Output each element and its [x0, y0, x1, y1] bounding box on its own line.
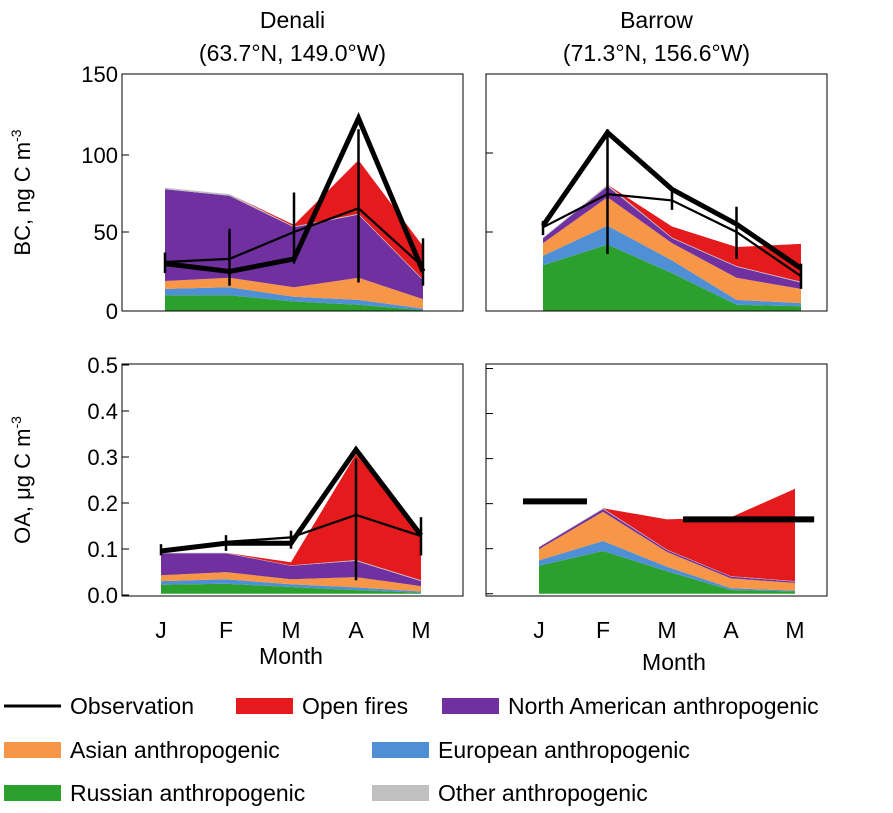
observation-line-thick — [540, 128, 803, 271]
x-axis-label: Month — [642, 649, 706, 675]
legend-label: Observation — [70, 693, 194, 719]
y-tick-label: 0.2 — [87, 491, 118, 516]
y-tick-label: 100 — [81, 143, 118, 168]
y-tick-label: 0 — [106, 299, 118, 324]
area-russian-anthropogenic — [539, 551, 795, 594]
y-tick-label: 0.1 — [87, 537, 118, 562]
area-russian-anthropogenic — [161, 583, 421, 594]
legend-label: Russian anthropogenic — [70, 780, 305, 806]
panel-subtitle: (71.3°N, 156.6°W) — [563, 40, 750, 66]
x-tick-label: J — [533, 617, 545, 643]
area-asian-anthropogenic — [161, 572, 421, 592]
legend-swatch — [236, 698, 293, 714]
x-tick-label: M — [281, 617, 300, 643]
area-open-fires — [539, 488, 795, 582]
legend-label: Open fires — [302, 693, 408, 719]
x-tick-label: M — [411, 617, 430, 643]
x-tick-label: M — [785, 617, 804, 643]
bc-denali-panel: 0 50 100 150 Denali (63.7°N, 149.0°W) BC, ng C… — [8, 7, 464, 324]
x-tick-label: A — [348, 617, 364, 643]
y-tick-label: 0.3 — [87, 445, 118, 470]
legend-swatch — [372, 742, 429, 758]
y-tick-label: 0.5 — [87, 353, 118, 378]
y-tick-label: 50 — [94, 220, 118, 245]
legend-swatch — [372, 785, 429, 801]
panel-title: Barrow — [620, 7, 693, 33]
x-tick-label: F — [219, 617, 233, 643]
panel-subtitle: (63.7°N, 149.0°W) — [199, 40, 386, 66]
area-european-anthropogenic — [165, 287, 423, 311]
legend-label: North American anthropogenic — [508, 693, 819, 719]
legend-swatch — [4, 785, 61, 801]
area-russian-anthropogenic — [165, 295, 423, 311]
oa-barrow-panel: J F M A M Month — [485, 363, 828, 675]
y-axis-label: BC, ng C m-3 — [8, 129, 35, 255]
axes-frame — [485, 73, 828, 312]
legend-label: Asian anthropogenic — [70, 737, 280, 763]
legend: Observation Open fires North American anth… — [4, 693, 819, 806]
y-tick-label: 150 — [81, 62, 118, 87]
area-european-anthropogenic — [161, 579, 421, 593]
y-tick-label: 0.0 — [87, 583, 118, 608]
area-asian-anthropogenic — [539, 511, 795, 591]
area-north-american-anthropogenic — [543, 186, 801, 289]
area-european-anthropogenic — [543, 225, 801, 307]
axes-frame — [121, 73, 464, 312]
legend-swatch — [4, 742, 61, 758]
y-tick-label: 0.4 — [87, 399, 118, 424]
axes-frame — [121, 363, 464, 597]
panel-title: Denali — [260, 7, 325, 33]
x-axis-label: Month — [259, 643, 323, 669]
x-tick-label: M — [657, 617, 676, 643]
x-tick-label: J — [155, 617, 167, 643]
legend-swatch — [442, 698, 499, 714]
axes-frame — [485, 363, 828, 597]
x-tick-label: A — [723, 617, 739, 643]
x-tick-label: F — [596, 617, 610, 643]
legend-label: European anthropogenic — [438, 737, 690, 763]
area-russian-anthropogenic — [543, 244, 801, 311]
y-axis-label: OA, μg C m-3 — [8, 416, 35, 544]
bc-barrow-panel: Barrow (71.3°N, 156.6°W) — [485, 7, 828, 312]
legend-label: Other anthropogenic — [438, 780, 648, 806]
